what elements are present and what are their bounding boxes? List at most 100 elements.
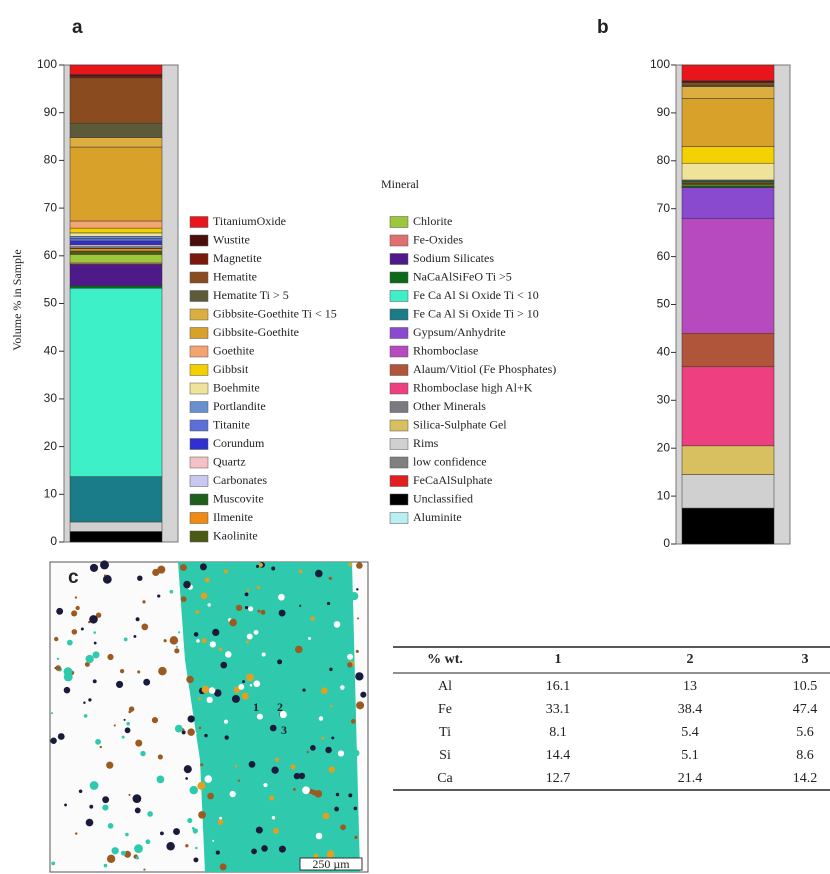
grain (152, 717, 158, 723)
grain (196, 639, 200, 643)
bar-segment (70, 76, 162, 78)
legend-label: Gibbsit (213, 362, 249, 376)
grain (205, 775, 212, 782)
legend-swatch (190, 531, 208, 542)
grain (235, 765, 238, 768)
panel-label: c (68, 567, 79, 588)
legend-label: Hematite Ti > 5 (213, 288, 289, 302)
legend-label: Ilmenite (213, 510, 253, 524)
table-cell: 5.6 (796, 725, 814, 740)
grain (120, 669, 124, 673)
bar-segment (682, 219, 774, 333)
grain (94, 642, 97, 645)
grain (175, 725, 183, 733)
grain (197, 782, 205, 790)
grain (186, 676, 193, 683)
grain (325, 747, 332, 754)
y-tick-label: 10 (657, 488, 671, 502)
grain (334, 807, 339, 812)
grain (89, 805, 93, 809)
grain (170, 590, 174, 594)
grain (355, 672, 363, 680)
legend-label: Hematite (213, 269, 257, 283)
grain (164, 639, 167, 642)
legend-swatch (390, 494, 408, 505)
grain (157, 594, 160, 597)
grain (157, 566, 165, 574)
grain (200, 563, 207, 570)
grain (356, 701, 364, 709)
grain (209, 687, 216, 694)
grain (360, 692, 366, 698)
grain (85, 655, 93, 663)
grain (256, 565, 259, 568)
table-cell: Ti (439, 725, 451, 740)
legend-label: TitaniumOxide (213, 214, 286, 228)
point-label: 1 (253, 700, 259, 714)
grain (307, 751, 309, 753)
table-cell: 21.4 (678, 771, 703, 786)
grain (54, 637, 58, 641)
grain (261, 610, 266, 615)
grain (83, 702, 85, 704)
grain (136, 617, 140, 621)
y-tick-label: 90 (657, 105, 671, 119)
table-cell: 8.6 (796, 748, 814, 763)
grain (277, 659, 282, 664)
grain (104, 864, 108, 868)
grain (140, 751, 145, 756)
legend-label: Fe Ca Al Si Oxide Ti < 10 (413, 288, 539, 302)
grain (219, 648, 222, 651)
grain (93, 631, 96, 634)
grain (141, 623, 148, 630)
bar-segment (682, 446, 774, 475)
table-cell: Al (438, 679, 452, 694)
grain (187, 728, 195, 736)
grain (308, 637, 311, 640)
table-cell: 12.7 (546, 771, 571, 786)
grain (195, 847, 198, 850)
legend-swatch (390, 254, 408, 265)
table-cell: 13 (683, 679, 697, 694)
y-tick-label: 40 (657, 345, 671, 359)
table-header: 3 (802, 652, 809, 667)
legend-swatch (390, 291, 408, 302)
legend-label: Magnetite (213, 251, 262, 265)
grain (90, 781, 99, 790)
grain (246, 640, 249, 643)
grain (55, 665, 61, 671)
grain (72, 629, 78, 635)
y-tick-label: 60 (44, 248, 58, 262)
legend-swatch (190, 383, 208, 394)
table-cell: 16.1 (546, 679, 571, 694)
table-cell: Ca (437, 771, 453, 786)
legend-swatch (190, 513, 208, 524)
grain (51, 712, 53, 714)
legend-title: Mineral (381, 177, 420, 191)
legend-swatch (390, 383, 408, 394)
grain (270, 725, 277, 732)
grain (238, 684, 244, 690)
grain (135, 807, 141, 813)
y-tick-label: 60 (657, 249, 671, 263)
bar-segment (70, 233, 162, 236)
grain (249, 761, 256, 768)
grain (185, 777, 188, 780)
bar-segment (682, 508, 774, 544)
grain (202, 638, 207, 643)
legend-label: Muscovite (213, 491, 264, 505)
bar-segment (70, 286, 162, 288)
bar-segment (682, 146, 774, 163)
y-tick-label: 20 (657, 440, 671, 454)
y-tick-label: 100 (650, 57, 670, 71)
legend-swatch (190, 476, 208, 487)
bar-segment (70, 249, 162, 251)
grain (329, 668, 332, 671)
grain (183, 581, 191, 589)
grain (170, 636, 178, 644)
grain (334, 621, 341, 628)
grain (331, 736, 334, 739)
grain (225, 735, 229, 739)
grain (257, 610, 260, 613)
grain (116, 681, 123, 688)
